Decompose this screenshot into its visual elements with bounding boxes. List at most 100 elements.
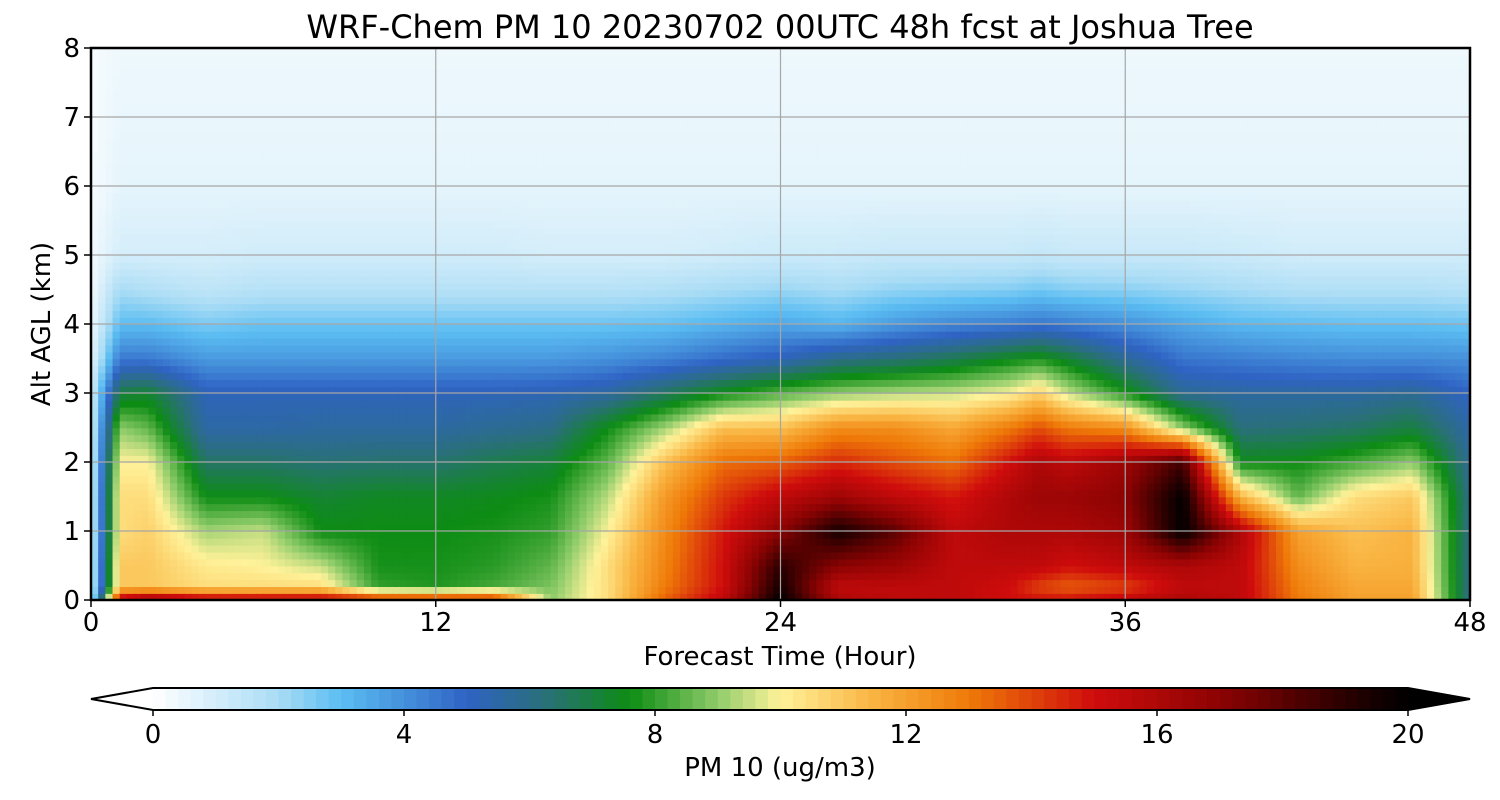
heatmap-cell bbox=[392, 365, 401, 374]
heatmap-cell bbox=[407, 455, 415, 463]
heatmap-cell bbox=[378, 489, 387, 498]
heatmap-cell bbox=[306, 268, 315, 277]
heatmap-cell bbox=[263, 54, 272, 63]
heatmap-cell bbox=[536, 482, 545, 491]
heatmap-cell bbox=[328, 503, 336, 512]
heatmap-cell bbox=[313, 482, 322, 491]
heatmap-cell bbox=[514, 586, 523, 594]
heatmap-cell bbox=[249, 206, 257, 215]
heatmap-cell bbox=[198, 372, 207, 380]
heatmap-cell bbox=[371, 365, 380, 374]
heatmap-cell bbox=[119, 117, 128, 125]
heatmap-cell bbox=[170, 475, 178, 484]
heatmap-cell bbox=[141, 296, 150, 305]
heatmap-cell bbox=[184, 593, 193, 600]
heatmap-cell bbox=[292, 117, 301, 125]
heatmap-cell bbox=[392, 462, 401, 470]
heatmap-cell bbox=[299, 337, 308, 346]
heatmap-cell bbox=[328, 551, 336, 560]
heatmap-cell bbox=[529, 234, 538, 242]
heatmap-cell bbox=[263, 117, 272, 125]
heatmap-cell bbox=[234, 324, 243, 332]
heatmap-cell bbox=[105, 68, 114, 77]
heatmap-cell bbox=[464, 413, 473, 422]
heatmap-cell bbox=[349, 572, 358, 581]
heatmap-cell bbox=[356, 593, 365, 600]
heatmap-cell bbox=[371, 448, 380, 456]
heatmap-cell bbox=[155, 393, 164, 401]
heatmap-cell bbox=[277, 186, 286, 194]
heatmap-cell bbox=[170, 406, 178, 415]
heatmap-cell bbox=[363, 54, 372, 63]
heatmap-cell bbox=[378, 61, 387, 70]
heatmap-cell bbox=[457, 144, 466, 153]
heatmap-cell bbox=[277, 489, 286, 498]
heatmap-cell bbox=[349, 268, 358, 277]
heatmap-cell bbox=[514, 186, 523, 194]
heatmap-cell bbox=[320, 462, 329, 470]
heatmap-cell bbox=[371, 399, 380, 408]
heatmap-cell bbox=[428, 268, 437, 277]
heatmap-cell bbox=[249, 192, 257, 201]
heatmap-cell bbox=[414, 199, 423, 208]
heatmap-cell bbox=[234, 199, 243, 208]
heatmap-cell bbox=[227, 110, 236, 118]
heatmap-cell bbox=[371, 199, 380, 208]
heatmap-cell bbox=[521, 130, 530, 139]
heatmap-cell bbox=[486, 275, 495, 284]
heatmap-cell bbox=[126, 234, 135, 242]
heatmap-cell bbox=[98, 103, 107, 111]
heatmap-cell bbox=[464, 165, 473, 173]
heatmap-cell bbox=[500, 337, 509, 346]
heatmap-cell bbox=[414, 337, 423, 346]
heatmap-cell bbox=[464, 199, 473, 208]
heatmap-cell bbox=[414, 593, 423, 600]
heatmap-cell bbox=[493, 558, 502, 567]
heatmap-cell bbox=[256, 565, 265, 574]
heatmap-cell bbox=[385, 61, 394, 70]
heatmap-cell bbox=[299, 123, 308, 132]
heatmap-cell bbox=[320, 324, 329, 332]
heatmap-cell bbox=[529, 206, 538, 215]
heatmap-cell bbox=[435, 558, 444, 567]
heatmap-cell bbox=[521, 586, 530, 594]
heatmap-cell bbox=[450, 296, 459, 305]
heatmap-cell bbox=[486, 524, 495, 532]
heatmap-cell bbox=[529, 220, 538, 229]
heatmap-cell bbox=[299, 61, 308, 70]
heatmap-cell bbox=[277, 96, 286, 104]
heatmap-cell bbox=[91, 344, 99, 353]
heatmap-cell bbox=[213, 130, 222, 139]
heatmap-cell bbox=[119, 199, 128, 208]
heatmap-cell bbox=[112, 289, 121, 298]
heatmap-cell bbox=[478, 89, 487, 98]
heatmap-cell bbox=[371, 289, 380, 298]
heatmap-cell bbox=[112, 413, 121, 422]
heatmap-cell bbox=[507, 420, 516, 429]
heatmap-cell bbox=[112, 206, 121, 215]
heatmap-cell bbox=[378, 579, 387, 587]
heatmap-cell bbox=[320, 54, 329, 63]
heatmap-cell bbox=[184, 186, 193, 194]
heatmap-cell bbox=[320, 379, 329, 387]
heatmap-cell bbox=[313, 206, 322, 215]
heatmap-cell bbox=[134, 324, 143, 332]
heatmap-cell bbox=[500, 475, 509, 484]
heatmap-cell bbox=[249, 393, 257, 401]
heatmap-cell bbox=[155, 524, 164, 532]
heatmap-cell bbox=[471, 110, 480, 118]
heatmap-cell bbox=[126, 227, 135, 236]
heatmap-cell bbox=[306, 531, 315, 539]
heatmap-cell bbox=[385, 399, 394, 408]
heatmap-cell bbox=[536, 427, 545, 436]
heatmap-cell bbox=[500, 524, 509, 532]
heatmap-cell bbox=[191, 75, 200, 84]
heatmap-cell bbox=[91, 475, 99, 484]
heatmap-cell bbox=[284, 296, 293, 305]
heatmap-cell bbox=[335, 117, 344, 125]
heatmap-cell bbox=[155, 248, 164, 256]
heatmap-cell bbox=[486, 241, 495, 249]
heatmap-cell bbox=[471, 248, 480, 256]
heatmap-cell bbox=[435, 110, 444, 118]
heatmap-cell bbox=[126, 82, 135, 91]
